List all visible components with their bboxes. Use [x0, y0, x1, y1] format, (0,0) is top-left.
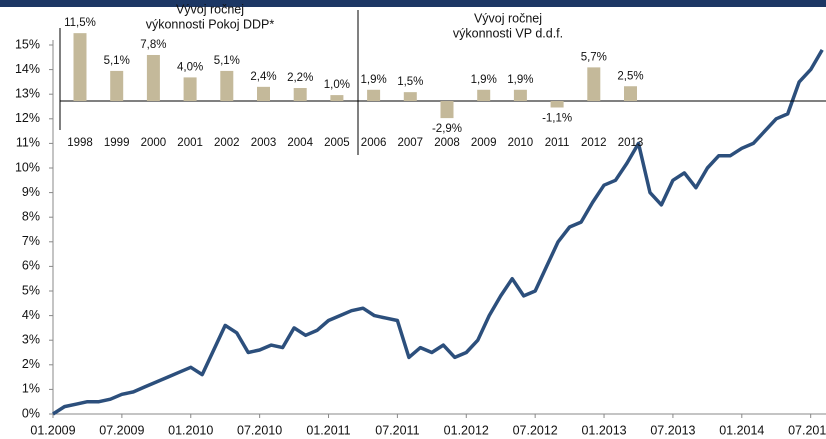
bar-category-label: 2003: [251, 137, 277, 149]
bar: [330, 95, 344, 101]
bar: [367, 89, 381, 101]
bar: [477, 89, 491, 101]
bar: [220, 70, 234, 101]
bar-value-label: 5,7%: [581, 51, 607, 63]
x-tick-label: 07.2012: [513, 423, 558, 437]
bar-value-label: 5,1%: [214, 55, 240, 67]
bar-value-label: 1,0%: [324, 79, 350, 91]
y-tick-label: 4%: [22, 308, 40, 322]
bar: [293, 88, 307, 101]
y-tick-label: 11%: [16, 136, 40, 150]
inset-title: Vývoj ročnej: [474, 11, 542, 25]
bar: [440, 101, 454, 119]
y-tick-label: 5%: [22, 283, 40, 297]
bar-category-label: 2008: [434, 137, 460, 149]
bar: [183, 77, 197, 101]
y-tick-label: 3%: [22, 332, 40, 346]
bar-category-label: 2002: [214, 137, 240, 149]
line-series: [52, 49, 824, 416]
y-tick-label: 1%: [22, 382, 40, 396]
x-tick-label: 07.2013: [650, 423, 695, 437]
bar: [257, 86, 270, 101]
inset-title: Vývoj ročnej: [176, 2, 244, 16]
x-tick-label: 01.2011: [306, 423, 350, 437]
bar-category-label: 2010: [508, 137, 534, 149]
x-tick-label: 07.2009: [99, 423, 144, 437]
x-tick-label: 07.2014: [788, 423, 826, 437]
bar-value-label: 1,9%: [360, 74, 386, 86]
x-tick-label: 01.2014: [719, 423, 764, 437]
x-tick-label: 07.2011: [375, 423, 419, 437]
bar-value-label: 1,9%: [471, 74, 497, 86]
bar-value-label: 1,9%: [507, 74, 533, 86]
bar-category-label: 1998: [67, 137, 93, 149]
bar-category-label: 2012: [581, 137, 607, 149]
bar: [550, 101, 564, 108]
inset-title: výkonnosti VP d.d.f.: [453, 26, 563, 40]
bar-value-label: -2,9%: [432, 123, 462, 135]
bar-category-label: 2004: [287, 137, 313, 149]
bar-category-label: 1999: [104, 137, 130, 149]
bar-category-label: 2011: [545, 137, 570, 149]
bar-category-label: 2005: [324, 137, 350, 149]
y-tick-label: 8%: [22, 209, 40, 223]
bar-value-label: 2,2%: [287, 72, 313, 84]
header-strip: [0, 0, 826, 7]
bar: [146, 54, 160, 101]
bar-value-label: 5,1%: [104, 55, 130, 67]
bar: [513, 89, 527, 101]
bar-category-label: 2006: [361, 137, 387, 149]
x-tick-label: 01.2013: [581, 423, 626, 437]
y-tick-label: 2%: [22, 357, 40, 371]
x-tick-label: 07.2010: [237, 423, 282, 437]
y-tick-label: 10%: [15, 160, 40, 174]
bar: [587, 67, 601, 101]
bar-value-label: 7,8%: [140, 39, 166, 51]
x-tick-label: 01.2009: [30, 423, 75, 437]
x-tick-label: 01.2010: [168, 423, 213, 437]
bar-category-label: 2001: [177, 137, 203, 149]
x-tick-label: 01.2012: [444, 423, 489, 437]
bar: [110, 70, 124, 101]
y-tick-label: 0%: [22, 406, 40, 420]
y-tick-label: 14%: [15, 62, 40, 76]
bar-value-label: 2,5%: [617, 70, 643, 82]
bar-value-label: 4,0%: [177, 61, 203, 73]
bar: [624, 86, 637, 101]
y-tick-label: 12%: [15, 111, 40, 125]
bar-category-label: 2009: [471, 137, 497, 149]
bar-value-label: 1,5%: [397, 76, 423, 88]
bar-value-label: -1,1%: [542, 113, 572, 125]
bar-value-label: 11,5%: [64, 17, 96, 29]
bar-category-label: 2007: [398, 137, 424, 149]
bar: [403, 92, 417, 101]
y-tick-label: 9%: [22, 185, 40, 199]
bar: [73, 33, 87, 101]
y-tick-label: 15%: [15, 37, 40, 51]
bar-value-label: 2,4%: [250, 71, 276, 83]
y-tick-label: 13%: [15, 86, 40, 100]
y-tick-label: 7%: [22, 234, 40, 248]
bar-category-label: 2013: [618, 137, 644, 149]
inset-title: výkonnosti Pokoj DDP*: [146, 17, 275, 31]
y-tick-label: 6%: [22, 259, 40, 273]
bar-category-label: 2000: [141, 137, 167, 149]
